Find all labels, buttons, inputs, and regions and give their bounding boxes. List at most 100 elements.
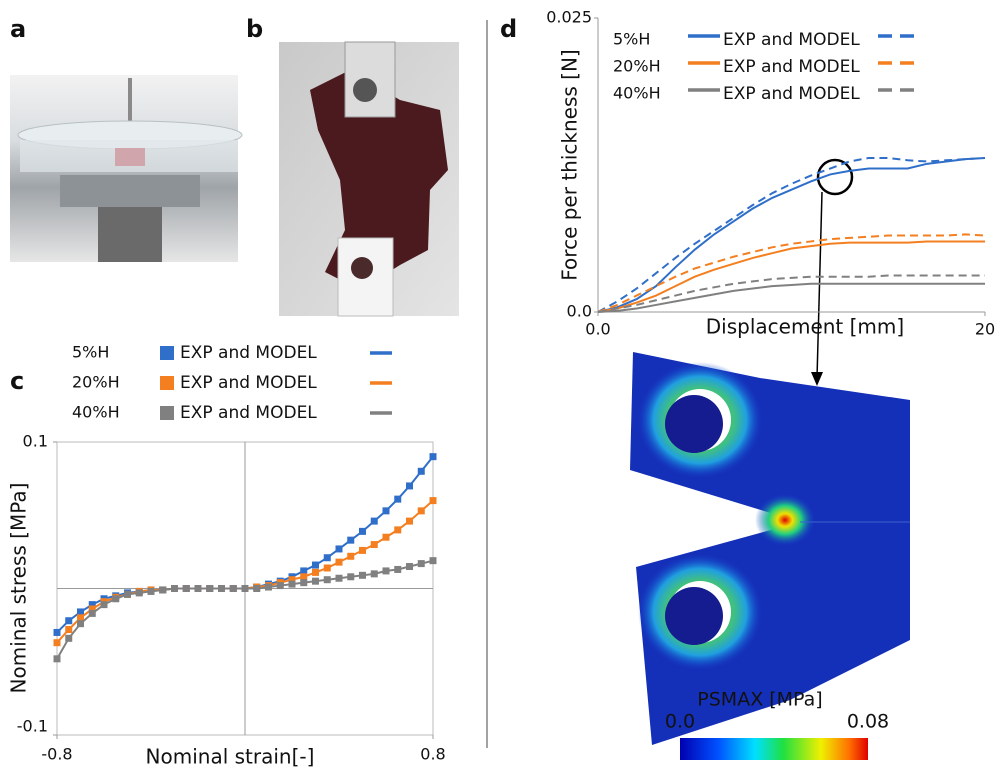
legend-label: EXP and MODEL	[180, 403, 317, 423]
data-point	[429, 453, 437, 461]
data-point	[406, 482, 413, 490]
data-point	[53, 639, 61, 647]
data-point	[394, 565, 402, 573]
data-point	[335, 574, 343, 582]
data-point	[382, 507, 390, 515]
data-point	[429, 497, 437, 505]
data-point	[406, 563, 413, 571]
data-point	[370, 570, 378, 578]
data-point	[417, 507, 425, 515]
x-axis-label: Displacement [mm]	[706, 315, 904, 339]
callout-arrow	[816, 191, 823, 379]
x-tick-label: 0.8	[420, 745, 445, 764]
data-point	[323, 564, 331, 572]
legend-label: EXP and MODEL	[723, 84, 860, 104]
legend-name: 40%H	[613, 84, 661, 103]
arrow-head	[811, 372, 823, 386]
model-line	[597, 156, 986, 313]
data-point	[88, 609, 96, 617]
exp-line	[597, 282, 985, 313]
data-point	[323, 576, 331, 584]
callout-circle	[816, 158, 854, 196]
data-point	[218, 585, 225, 592]
model-line	[597, 233, 986, 313]
data-point	[53, 628, 61, 636]
panel-label: b	[246, 15, 263, 43]
photo-b	[279, 41, 459, 317]
data-point	[300, 579, 308, 587]
y-axis-label: Nominal stress [MPa]	[7, 483, 31, 694]
data-point	[335, 558, 343, 566]
data-point	[347, 552, 355, 560]
colorbar-title: PSMAX [MPa]	[697, 689, 822, 711]
data-point	[347, 573, 355, 581]
data-point	[300, 573, 308, 581]
colorbar	[680, 738, 868, 760]
data-point	[359, 571, 366, 579]
data-point	[406, 517, 413, 525]
data-point	[100, 601, 108, 609]
data-point	[65, 634, 73, 642]
data-point	[124, 590, 131, 598]
data-point	[159, 586, 167, 594]
data-point	[135, 589, 143, 597]
data-point	[241, 585, 249, 592]
photo-a	[10, 75, 243, 262]
exp-line	[597, 156, 986, 313]
data-point	[265, 583, 272, 591]
data-point	[312, 561, 319, 569]
data-point	[417, 560, 425, 568]
data-point	[312, 568, 319, 576]
legend-name: 5%H	[613, 30, 650, 49]
data-point	[147, 587, 155, 595]
legend-name: 20%H	[613, 57, 661, 76]
data-point	[394, 526, 402, 534]
data-point	[300, 567, 308, 575]
legend-name: 20%H	[72, 373, 120, 392]
data-point	[288, 580, 296, 588]
colorbar-tick-label: 0.08	[847, 711, 889, 733]
legend-label: EXP and MODEL	[180, 373, 317, 393]
panel-label: c	[10, 367, 24, 395]
y-tick-label: 0.1	[23, 432, 48, 451]
data-point	[182, 585, 190, 592]
fe-contour	[630, 352, 910, 745]
data-point	[88, 601, 96, 609]
model-line	[597, 274, 985, 313]
exp-line	[597, 240, 985, 313]
data-point	[171, 585, 178, 592]
data-point	[323, 554, 331, 562]
legend-marker	[160, 346, 174, 360]
x-tick-label: 20	[975, 320, 995, 339]
data-point	[88, 605, 96, 613]
x-axis-label: Nominal strain[-]	[146, 745, 315, 767]
y-tick-label: 0.0	[567, 302, 592, 321]
legend-marker	[160, 406, 174, 420]
data-point	[77, 614, 84, 622]
colorbar-tick-label: 0.0	[665, 711, 695, 733]
y-axis-label: Force per thickness [N]	[558, 49, 582, 280]
legend-name: 40%H	[72, 403, 120, 422]
data-point	[194, 585, 202, 592]
data-point	[382, 567, 390, 575]
data-point	[77, 608, 84, 616]
data-point	[253, 585, 261, 592]
data-point	[417, 467, 425, 475]
data-point	[229, 585, 237, 592]
data-point	[359, 527, 366, 535]
data-point	[65, 617, 73, 625]
y-tick-label: -0.1	[17, 717, 48, 736]
data-point	[77, 620, 84, 628]
legend-label: EXP and MODEL	[180, 343, 317, 363]
legend-label: EXP and MODEL	[723, 57, 860, 77]
panel-label: d	[500, 15, 517, 43]
y-tick-label: 0.025	[546, 8, 592, 27]
data-point	[206, 585, 214, 592]
legend-label: EXP and MODEL	[723, 30, 860, 50]
x-tick-label: -0.8	[41, 745, 72, 764]
data-point	[312, 577, 319, 585]
data-point	[370, 517, 378, 525]
legend-name: 5%H	[72, 343, 109, 362]
x-tick-label: 0.0	[585, 320, 610, 339]
